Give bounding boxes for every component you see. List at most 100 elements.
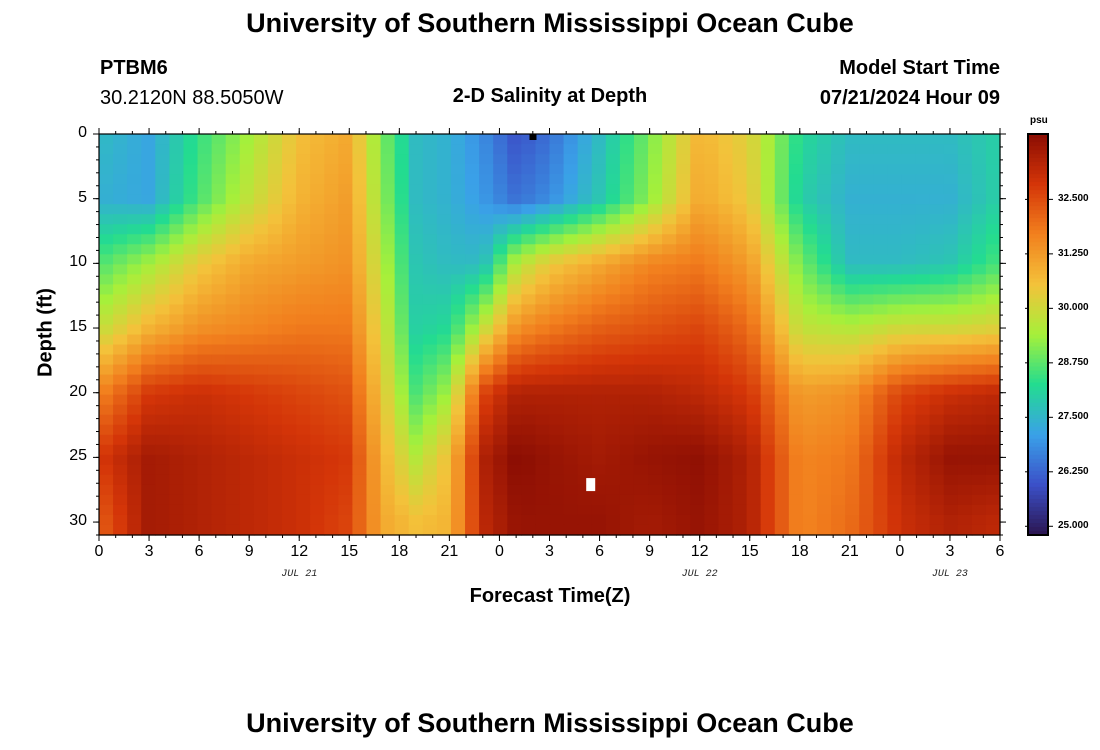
colorbar-swatch [1028, 514, 1048, 520]
heatmap-cell [873, 524, 888, 536]
heatmap-cell [99, 154, 114, 165]
heatmap-cell [521, 494, 537, 506]
heatmap-cell [633, 164, 649, 175]
heatmap-cell [380, 354, 396, 366]
heatmap-cell [310, 254, 325, 265]
heatmap-cell [563, 184, 579, 195]
heatmap-cell [197, 394, 213, 406]
heatmap-cell [943, 324, 959, 336]
heatmap-cell [366, 374, 382, 386]
heatmap-cell [774, 524, 790, 536]
heatmap-cell [957, 154, 973, 165]
heatmap-cell [887, 444, 903, 456]
heatmap-cell [943, 374, 959, 386]
colorbar-swatch [1028, 498, 1048, 504]
heatmap-cell [563, 194, 579, 205]
colorbar-swatch [1028, 478, 1048, 484]
heatmap-cell [662, 234, 677, 245]
heatmap-cell [619, 304, 635, 316]
heatmap-cell [676, 414, 691, 426]
heatmap-cell [169, 334, 185, 346]
heatmap-cell [845, 484, 860, 496]
heatmap-cell [366, 224, 382, 235]
heatmap-cell [760, 474, 776, 486]
heatmap-cell [197, 414, 213, 426]
heatmap-cell [662, 204, 677, 215]
heatmap-cell [197, 254, 213, 265]
heatmap-cell [521, 284, 537, 296]
heatmap-cell [113, 464, 128, 476]
heatmap-cell [648, 294, 663, 306]
heatmap-cell [662, 354, 677, 366]
x-tick-label: 9 [244, 543, 254, 560]
heatmap-cell [943, 424, 959, 436]
heatmap-cell [535, 154, 551, 165]
heatmap-cell [788, 404, 804, 416]
heatmap-cell [507, 454, 522, 466]
heatmap-cell [225, 394, 241, 406]
heatmap-cell [648, 454, 663, 466]
heatmap-cell [324, 294, 339, 306]
heatmap-cell [859, 154, 874, 165]
heatmap-cell [971, 494, 987, 506]
heatmap-cell [422, 424, 438, 436]
heatmap-cell [732, 224, 748, 235]
heatmap-cell [648, 414, 663, 426]
heatmap-cell [183, 454, 199, 466]
heatmap-cell [549, 144, 565, 155]
heatmap-cell [943, 214, 959, 225]
heatmap-cell [915, 194, 931, 205]
heatmap-cell [239, 284, 255, 296]
heatmap-cell [648, 194, 663, 205]
heatmap-cell [873, 314, 888, 326]
heatmap-cell [887, 524, 903, 536]
heatmap-cell [845, 284, 860, 296]
heatmap-cell [549, 354, 565, 366]
heatmap-cell [816, 314, 832, 326]
heatmap-cell [436, 394, 452, 406]
heatmap-cell [479, 524, 494, 536]
heatmap-cell [577, 504, 593, 516]
heatmap-cell [788, 394, 804, 406]
heatmap-cell [408, 424, 424, 436]
heatmap-cell [788, 324, 804, 336]
heatmap-cell [141, 514, 156, 526]
heatmap-cell [859, 444, 874, 456]
heatmap-cell [732, 354, 748, 366]
heatmap-cell [479, 494, 494, 506]
heatmap-cell [929, 404, 945, 416]
heatmap-cell [436, 434, 452, 446]
heatmap-cell [605, 424, 621, 436]
heatmap-cell [408, 294, 424, 306]
heatmap-cell [239, 134, 255, 145]
heatmap-cell [127, 214, 142, 225]
heatmap-cell [619, 284, 635, 296]
heatmap-cell [296, 374, 311, 386]
heatmap-cell [563, 334, 579, 346]
heatmap-cell [816, 174, 832, 185]
heatmap-cell [971, 144, 987, 155]
heatmap-cell [563, 214, 579, 225]
heatmap-cell [479, 174, 494, 185]
heatmap-cell [873, 444, 888, 456]
heatmap-cell [788, 364, 804, 376]
heatmap-cell [239, 344, 255, 356]
heatmap-cell [225, 224, 241, 235]
heatmap-cell [704, 344, 720, 356]
heatmap-cell [746, 134, 762, 145]
heatmap-cell [394, 174, 410, 185]
heatmap-cell [633, 264, 649, 275]
heatmap-cell [380, 444, 396, 456]
heatmap-cell [985, 174, 1001, 185]
heatmap-cell [479, 294, 494, 306]
heatmap-cell [746, 164, 762, 175]
heatmap-cell [619, 474, 635, 486]
heatmap-cell [338, 384, 354, 396]
heatmap-cell [690, 214, 705, 225]
heatmap-cell [873, 304, 888, 316]
heatmap-cell [816, 464, 832, 476]
heatmap-cell [845, 364, 860, 376]
heatmap-cell [253, 314, 269, 326]
heatmap-cell [957, 384, 973, 396]
heatmap-cell [436, 164, 452, 175]
